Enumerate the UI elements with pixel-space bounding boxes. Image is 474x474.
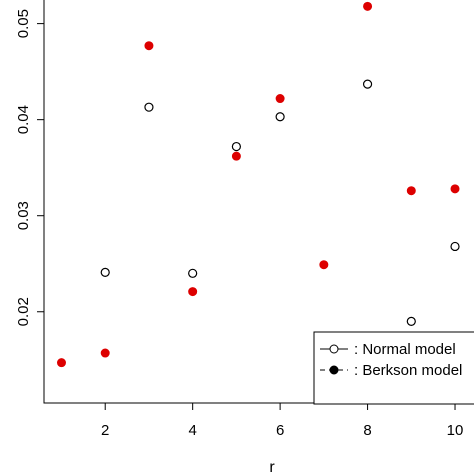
x-tick-label: 4 — [188, 422, 196, 439]
y-tick-label: 0.03 — [15, 201, 32, 230]
x-axis-title: r — [269, 459, 275, 474]
normal-point — [450, 241, 460, 252]
normal-point — [100, 267, 110, 277]
berkson-point — [144, 41, 154, 51]
normal-point — [406, 316, 416, 326]
berkson-point — [275, 94, 285, 104]
legend-label: : Berkson model — [354, 362, 462, 379]
x-axis: 2 4 6 8 10 — [101, 402, 464, 439]
berkson-point — [406, 186, 416, 196]
normal-point — [275, 112, 285, 122]
y-tick-label: 0.04 — [15, 105, 32, 134]
y-tick-label: 0.05 — [15, 9, 32, 38]
berkson-point — [231, 151, 241, 161]
x-tick-label: 6 — [276, 422, 284, 439]
legend-filled-marker — [329, 365, 339, 375]
berkson-point — [56, 358, 66, 368]
normal-point — [144, 102, 154, 112]
legend-box — [313, 331, 474, 405]
data-points — [56, 1, 460, 394]
legend-label: : Normal model — [354, 341, 456, 358]
legend: : Normal model : Berkson model — [313, 331, 474, 405]
x-tick-label: 10 — [447, 422, 464, 439]
x-tick-label: 8 — [363, 422, 371, 439]
x-tick-label: 2 — [101, 422, 109, 439]
berkson-point — [319, 260, 329, 270]
normal-point — [188, 268, 198, 278]
legend-open-marker — [329, 344, 339, 354]
berkson-point — [450, 184, 460, 194]
y-tick-label: 0.02 — [15, 297, 32, 326]
berkson-point — [100, 348, 110, 358]
normal-point — [231, 141, 241, 152]
berkson-point — [363, 1, 373, 11]
normal-point — [362, 79, 373, 89]
berkson-point — [188, 287, 198, 297]
y-axis: 0.02 0.03 0.04 0.05 — [15, 9, 45, 326]
